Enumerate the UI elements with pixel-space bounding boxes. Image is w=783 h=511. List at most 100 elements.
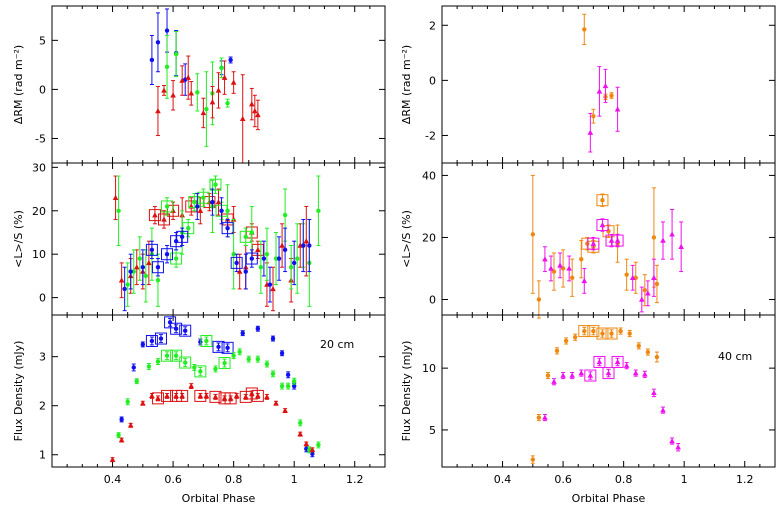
data-point-red [203,392,210,399]
triangle-marker [236,268,243,274]
circle-marker [198,339,203,345]
data-point-blue [230,253,243,273]
data-point-red [209,85,216,119]
circle-marker [192,199,197,205]
triangle-marker [188,90,195,96]
circle-marker [119,417,124,422]
triangle-marker [252,107,258,114]
triangle-marker [590,240,597,246]
y-tick-label: 40 [422,169,436,182]
highlight-box [602,367,615,380]
y-tick-label: 2 [39,400,46,413]
circle-marker [179,234,185,240]
data-point-orange [596,327,609,340]
triangle-marker [279,242,285,248]
circle-marker [651,235,657,240]
triangle-marker [645,290,651,296]
data-point-orange [609,92,614,99]
circle-marker [282,247,288,253]
data-point-green [173,31,179,78]
data-point-blue [212,340,225,353]
circle-marker [164,204,170,209]
circle-marker [149,338,155,344]
data-point-red [118,262,125,299]
data-point-orange [591,108,596,124]
data-point-orange [636,342,641,350]
circle-marker [591,113,596,119]
data-point-magenta [611,233,624,248]
triangle-marker [249,101,255,107]
circle-marker [231,353,236,358]
y-tick-label: 5 [39,34,46,47]
data-point-green [213,365,218,373]
triangle-marker [614,237,621,243]
data-point-blue [291,240,297,286]
data-point-red [176,389,189,402]
data-point-blue [140,341,146,348]
data-point-red [251,240,264,260]
highlight-box [167,204,180,217]
data-point-magenta [569,371,575,380]
circle-marker [219,208,224,213]
circle-marker [316,208,321,213]
triangle-marker [608,237,615,243]
highlight-box [161,389,174,402]
circle-marker [264,361,270,367]
y-tick-label: 5 [429,424,436,437]
triangle-marker [542,414,548,420]
circle-marker [173,353,179,358]
data-point-green [316,175,321,247]
circle-marker [609,331,614,336]
circle-marker [600,331,605,336]
data-point-magenta [675,443,681,452]
triangle-marker [127,422,134,428]
data-point-orange [530,174,536,294]
highlight-box [578,325,591,338]
data-point-green [285,382,291,390]
triangle-marker [173,392,179,399]
y-tick-label: 30 [32,161,46,174]
y-axis-label: <L>/S (%) [12,210,25,268]
x-tick-label: 0.4 [494,473,512,486]
circle-marker [149,57,155,63]
data-point-red [215,72,222,109]
data-point-red [200,97,207,129]
circle-marker [173,256,179,261]
highlight-box [239,230,252,243]
highlight-box [179,324,192,337]
panel-right-middle: <L>/S (%) 0 20 40 [400,162,776,319]
triangle-marker [599,222,606,228]
data-point-red [270,266,276,312]
tick-group: 0 20 40 [422,163,775,315]
data-point-blue [243,253,248,290]
highlight-box [170,322,183,335]
highlight-box [221,222,234,235]
circle-marker [654,281,660,287]
circle-marker [116,432,121,438]
tick-group: -5 0 5 [35,6,385,163]
circle-marker [164,353,170,358]
band-annotation: 40 cm [718,350,752,363]
circle-marker [228,57,233,63]
circle-marker [582,328,587,334]
circle-marker [609,93,614,98]
highlight-box [611,234,624,247]
circle-marker [536,415,542,420]
highlight-box [176,389,189,402]
circle-marker [195,204,200,209]
data-point-blue [170,231,183,251]
highlight-box [209,390,222,403]
triangle-marker [215,199,222,205]
data-point-blue [145,240,158,260]
data-point-magenta [651,388,657,398]
data-point-orange [530,455,536,464]
data-point-blue [122,266,127,312]
y-tick-label: 3 [39,351,46,364]
data-point-orange [551,252,557,291]
circle-marker [167,320,173,325]
y-tick-label: 0 [429,293,436,306]
circle-marker [116,208,121,213]
triangle-marker [170,92,176,98]
circle-marker [128,269,133,274]
